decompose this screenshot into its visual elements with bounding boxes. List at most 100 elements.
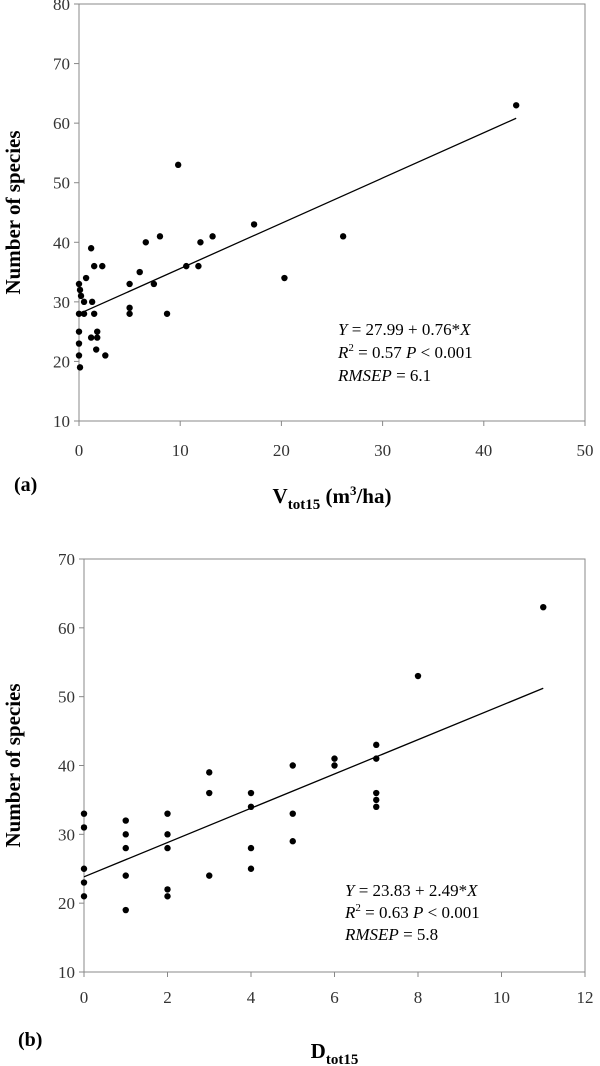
panel-b-data-point (80, 865, 88, 872)
panel-a-data-point (512, 102, 520, 109)
panel-b-ytick-label: 20 (58, 894, 75, 913)
panel-b-data-point (373, 789, 380, 797)
panel-b-data-point (247, 844, 255, 852)
panel-a-data-point (281, 274, 288, 282)
panel-b-equation-y: Y (345, 881, 356, 900)
panel-a-data-point (88, 298, 96, 306)
panel-a-data-point (93, 346, 100, 353)
panel-a-ytick-label: 10 (53, 412, 70, 431)
panel-b-x-axis-title-sub: tot15 (326, 1052, 359, 1066)
panel-b-label: (b) (18, 1029, 42, 1051)
panel-b-xtick-label: 8 (414, 988, 423, 1007)
panel-b-data-point (164, 844, 171, 852)
panel-b-data-point (80, 893, 88, 900)
panel-a-ytick-label: 30 (53, 293, 70, 312)
panel-b-equation-x: X (466, 881, 478, 900)
panel-b-data-point (164, 886, 171, 893)
panel-a-data-point (90, 310, 98, 317)
panel-a-data-point (339, 233, 347, 240)
panel-b-data-point (206, 872, 213, 879)
panel-b-data-point (206, 789, 213, 797)
panel-a-y-axis-title: Number of species (1, 130, 25, 294)
panel-a-r2-sup: 2 (348, 342, 354, 354)
panel-a-x-axis-title-sub: tot15 (288, 497, 321, 513)
panel-b-data-point (414, 672, 422, 680)
panel-a-ytick-label: 70 (53, 55, 70, 74)
panel-b-p-symbol: P (412, 903, 423, 922)
panel-a-label: (a) (14, 474, 37, 496)
panel-b-data-point (122, 817, 129, 824)
panel-b-equation: Y = 23.83 + 2.49*X (345, 881, 478, 900)
panel-b-xtick-label: 6 (330, 988, 339, 1007)
panel-a-p-value: < 0.001 (416, 343, 472, 362)
panel-a-data-point (75, 328, 83, 335)
panel-a-x-axis-title: Vtot15 (m3/ha) (273, 483, 392, 513)
panel-b-data-point (289, 810, 296, 817)
panel-b-x-axis-title-main: D (311, 1039, 326, 1063)
panel-b-ytick-label: 70 (58, 550, 75, 569)
panel-b-xtick-label: 4 (247, 988, 256, 1007)
panel-b-data-point (164, 893, 171, 900)
panel-b-r2-value: = 0.63 (361, 903, 413, 922)
panel-a-data-point (94, 328, 101, 335)
panel-b-data-point (122, 831, 129, 838)
panel-b-data-point (373, 741, 380, 749)
panel-b-ytick-label: 10 (58, 963, 75, 982)
panel-a-data-point (102, 352, 109, 359)
panel-b-r2-p: R2 = 0.63 P < 0.001 (344, 902, 480, 922)
panel-a-equation: Y = 27.99 + 0.76*X (338, 320, 471, 339)
panel-a-data-point (126, 304, 133, 312)
panel-a-data-point (197, 239, 204, 246)
panel-a-ytick-label: 40 (53, 233, 70, 252)
panel-a-data-point (75, 280, 83, 288)
panel-a-xtick-label: 50 (577, 441, 594, 460)
panel-b-data-point (247, 803, 255, 810)
panel-a-xtick-label: 40 (475, 441, 492, 460)
panel-a-x-axis-unit-sup: 3 (350, 483, 357, 498)
panel-b-p-value: < 0.001 (423, 903, 479, 922)
panel-b-data-point (373, 755, 380, 762)
panel-a-data-point (209, 233, 216, 240)
panel-a-xtick-label: 0 (75, 441, 84, 460)
panel-a-data-point (250, 221, 258, 228)
panel-b-data-point (247, 865, 255, 872)
panel-a-ytick-label: 60 (53, 114, 70, 133)
panel-a-xtick-label: 10 (172, 441, 189, 460)
panel-a-data-point (183, 262, 190, 270)
panel-a-x-axis-unit: (m (320, 484, 350, 508)
panel-b-ytick-label: 40 (58, 757, 75, 776)
panel-a-data-point (75, 352, 83, 359)
panel-b-data-point (206, 769, 213, 776)
panel-a-data-point (87, 245, 95, 252)
panel-a-data-point (142, 239, 149, 246)
panel-a-rmsep: RMSEP = 6.1 (337, 366, 431, 385)
panel-b-data-point (122, 906, 129, 914)
panel-b-data-point (247, 789, 255, 797)
panel-a-p-symbol: P (405, 343, 416, 362)
panel-b-rmsep-label: RMSEP (344, 925, 399, 944)
panel-b-data-point (164, 810, 171, 817)
panel-b-data-point (122, 844, 129, 852)
panel-a-data-point (195, 262, 202, 270)
panel-a: 10 20 30 40 50 60 70 80 0 10 20 30 40 50 Number of spe… (1, 0, 594, 513)
panel-b-data-point (373, 796, 380, 804)
panel-b: 10 20 30 40 50 60 70 0 2 4 6 8 10 12 Number of species… (1, 550, 594, 1066)
panel-b-data-point (80, 879, 88, 886)
panel-b-y-axis-title: Number of species (1, 683, 25, 847)
panel-a-data-point (75, 310, 83, 317)
panel-b-fit-line (83, 687, 544, 878)
panel-a-rmsep-label: RMSEP (337, 366, 392, 385)
panel-b-data-point (80, 810, 88, 817)
panel-b-xtick-label: 12 (577, 988, 594, 1007)
panel-b-rmsep-value: = 5.8 (399, 925, 438, 944)
panel-b-r2-sup: 2 (355, 902, 361, 914)
panel-b-data-point (80, 824, 88, 831)
panel-a-data-point (75, 340, 83, 347)
panel-a-data-point (80, 298, 88, 306)
panel-a-xtick-label: 20 (273, 441, 290, 460)
panel-b-data-point (289, 762, 296, 769)
panel-b-data-point (331, 755, 338, 762)
panel-b-ytick-label: 50 (58, 688, 75, 707)
panel-a-x-axis-title-main: V (273, 484, 288, 508)
